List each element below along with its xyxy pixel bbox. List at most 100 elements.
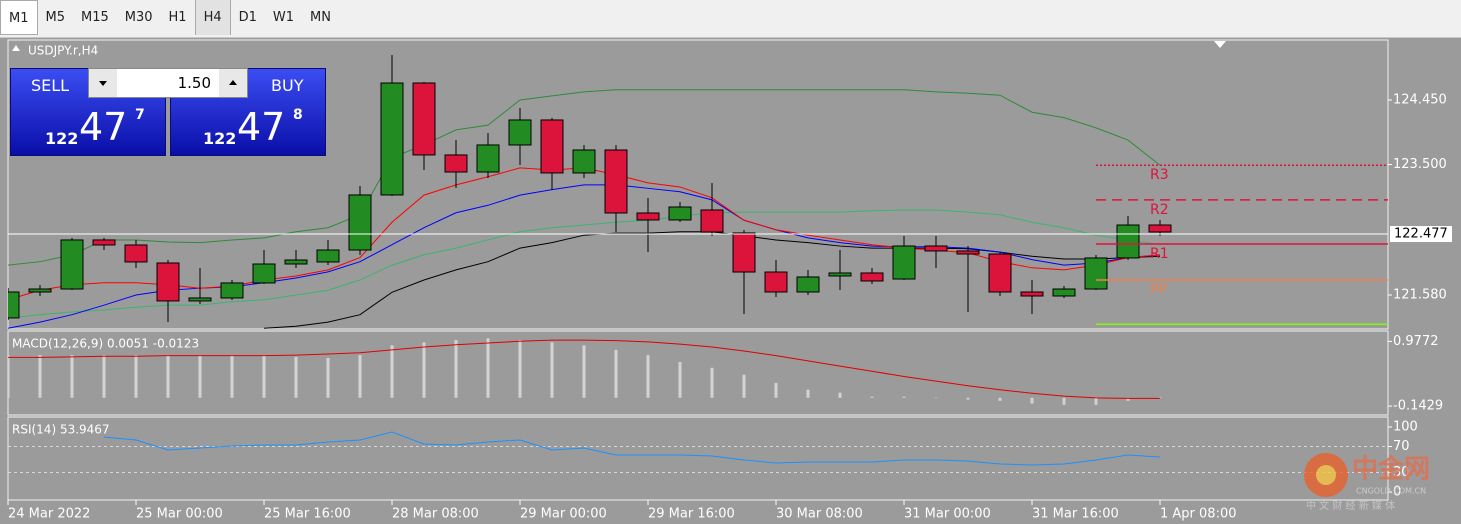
macd-bar xyxy=(1126,397,1130,401)
timeframe-button[interactable]: H4 xyxy=(194,0,231,35)
timeframe-button[interactable]: H1 xyxy=(168,10,187,25)
x-tick-label: 29 Mar 16:00 xyxy=(648,507,735,522)
y-tick-label: 0.9772 xyxy=(1393,334,1439,349)
macd-bar xyxy=(518,340,522,398)
macd-pane xyxy=(8,338,1162,405)
candle-body xyxy=(188,297,212,302)
buy-button-label[interactable]: BUY xyxy=(271,76,304,95)
rsi-line xyxy=(103,431,1161,466)
lot-increase[interactable] xyxy=(219,69,247,97)
watermark: 中金网 CNGOLD.COM.CN 中 文 财 经 新 媒 体 xyxy=(1304,453,1430,512)
macd-bar xyxy=(1094,397,1098,405)
timeframe-button[interactable]: M5 xyxy=(45,10,66,25)
candle-body xyxy=(604,149,628,214)
y-tick-label: 100 xyxy=(1393,419,1418,434)
dropdown-icon xyxy=(99,81,107,86)
macd-bar xyxy=(294,356,298,398)
x-tick-label: 30 Mar 08:00 xyxy=(776,507,863,522)
candle-body xyxy=(764,271,788,293)
timeframe-toolbar: M1 M5 M15 M30 H1 H4 D1 W1 MN xyxy=(0,0,1461,38)
macd-bar xyxy=(134,355,138,398)
candle-body xyxy=(1084,257,1108,290)
candle-body xyxy=(60,239,84,290)
pivot-label: R2 xyxy=(1150,202,1169,218)
timeframe-button[interactable]: W1 xyxy=(272,10,295,25)
sell-price-pips: 47 xyxy=(79,105,128,149)
candle-body xyxy=(892,245,916,280)
macd-bar xyxy=(838,392,842,398)
sell-price-big-figure: 122 xyxy=(45,129,79,148)
increase-arrow xyxy=(229,80,237,85)
candle-body xyxy=(156,262,180,302)
macd-bar xyxy=(70,355,74,398)
macd-bar xyxy=(262,355,266,398)
signal-line xyxy=(8,339,1160,399)
x-tick-label: 28 Mar 08:00 xyxy=(392,507,479,522)
candle-body xyxy=(348,194,372,251)
timeframe-button[interactable]: D1 xyxy=(238,10,257,25)
macd-bar xyxy=(710,367,714,398)
current-price-box xyxy=(1390,226,1452,243)
macd-bar xyxy=(1158,397,1162,398)
candle-body xyxy=(860,272,884,282)
macd-bar xyxy=(614,349,618,398)
macd-bar xyxy=(326,357,330,398)
pivot-label: R3 xyxy=(1150,167,1169,183)
axes: 124.450 123.500 121.580 122.477 0.9772 -0.142… xyxy=(7,92,1452,522)
shift-marker xyxy=(1214,41,1226,48)
sell-panel[interactable]: SELL 122 47 7 xyxy=(10,68,166,156)
watermark-slogan: 中 文 财 经 新 媒 体 xyxy=(1306,499,1395,512)
candle-body xyxy=(252,263,276,284)
macd-bar xyxy=(358,355,362,398)
y-tick-label: 70 xyxy=(1393,439,1410,454)
x-tick-label: 25 Mar 16:00 xyxy=(264,507,351,522)
macd-bar xyxy=(422,342,426,398)
macd-bar xyxy=(390,345,394,398)
candle-body xyxy=(412,82,436,156)
macd-bar xyxy=(870,396,874,398)
candle-body xyxy=(380,82,404,196)
macd-bar xyxy=(806,389,810,398)
lot-dropdown[interactable] xyxy=(89,69,117,97)
macd-bar xyxy=(166,355,170,398)
candle-body xyxy=(1052,288,1076,297)
rsi-pane xyxy=(8,431,1388,473)
main-pane: R3 R2 R1 PP xyxy=(8,55,1388,329)
lot-value[interactable]: 1.50 xyxy=(177,74,211,92)
timeframe-button[interactable]: M1 xyxy=(0,0,38,35)
candle-body xyxy=(92,239,116,246)
macd-bar xyxy=(102,355,106,398)
lot-input[interactable]: 1.50 xyxy=(88,68,248,98)
x-tick-label: 29 Mar 00:00 xyxy=(520,507,607,522)
x-tick-label: 25 Mar 00:00 xyxy=(136,507,223,522)
candle-body xyxy=(828,272,852,277)
macd-label: MACD(12,26,9) 0.0051 -0.0123 xyxy=(12,337,199,351)
macd-bar xyxy=(646,355,650,398)
indicator-line xyxy=(8,89,1161,266)
macd-bar xyxy=(902,396,906,398)
x-tick-label: 31 Mar 00:00 xyxy=(904,507,991,522)
timeframe-button[interactable]: M30 xyxy=(124,10,153,25)
symbol-label: USDJPY.r,H4 xyxy=(28,44,98,58)
candle-body xyxy=(1148,224,1172,233)
indicator-line xyxy=(8,209,1161,319)
candle-body xyxy=(668,206,692,221)
candle-body xyxy=(220,282,244,299)
macd-bar xyxy=(1062,397,1066,405)
candle-body xyxy=(572,149,596,174)
candle-body xyxy=(28,288,52,293)
candle-body xyxy=(316,249,340,263)
macd-bar xyxy=(198,355,202,398)
timeframe-button[interactable]: MN xyxy=(310,10,331,25)
macd-bar xyxy=(1030,397,1034,404)
macd-bar xyxy=(38,355,42,398)
watermark-logo-inner xyxy=(1316,465,1336,485)
macd-bar xyxy=(582,345,586,398)
candle-body xyxy=(636,212,660,221)
timeframe-button[interactable]: M15 xyxy=(81,10,109,25)
candle-body xyxy=(988,253,1012,293)
y-tick-label: 124.450 xyxy=(1393,92,1447,107)
macd-bar xyxy=(966,397,970,400)
increase-icon xyxy=(229,80,237,85)
sell-button-label[interactable]: SELL xyxy=(31,76,70,95)
